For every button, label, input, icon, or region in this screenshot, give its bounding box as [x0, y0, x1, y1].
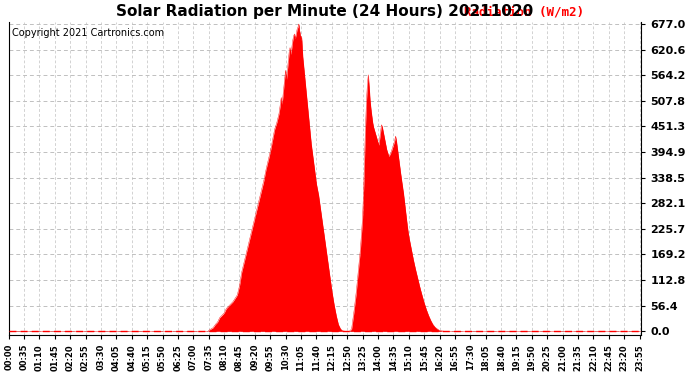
Text: Copyright 2021 Cartronics.com: Copyright 2021 Cartronics.com [12, 28, 164, 38]
Text: Radiation (W/m2): Radiation (W/m2) [464, 6, 584, 19]
Title: Solar Radiation per Minute (24 Hours) 20211020: Solar Radiation per Minute (24 Hours) 20… [117, 4, 533, 19]
